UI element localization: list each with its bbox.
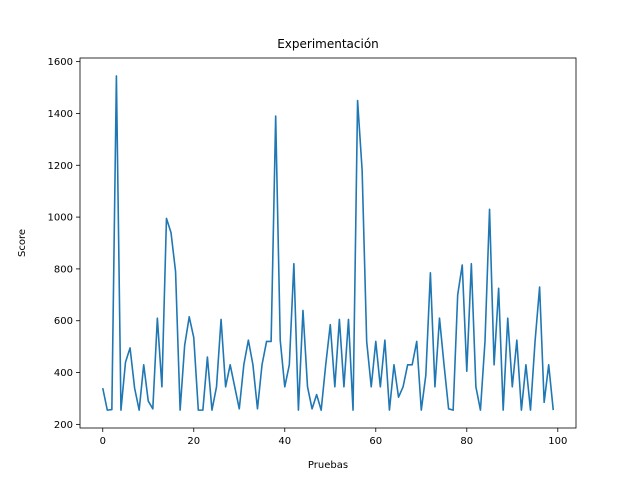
x-tick-label: 20 xyxy=(187,436,200,447)
y-tick-label: 1400 xyxy=(48,109,73,120)
y-tick-label: 400 xyxy=(54,368,73,379)
y-tick-label: 200 xyxy=(54,420,73,431)
x-tick-label: 40 xyxy=(278,436,291,447)
chart-title: Experimentación xyxy=(277,37,379,51)
x-axis: 0 20 40 60 80 100 xyxy=(100,428,567,447)
y-tick-label: 1200 xyxy=(48,161,73,172)
x-tick-label: 0 xyxy=(100,436,106,447)
y-axis-label: Score xyxy=(17,229,28,257)
plot-frame xyxy=(79,57,577,429)
y-axis: 200 400 600 800 1000 1200 1400 1600 xyxy=(48,57,80,431)
y-tick-label: 600 xyxy=(54,316,73,327)
x-tick-label: 100 xyxy=(548,436,567,447)
y-tick-label: 1000 xyxy=(48,213,73,224)
x-axis-label: Pruebas xyxy=(308,460,348,471)
y-tick-label: 1600 xyxy=(48,57,73,68)
series-line xyxy=(101,75,555,411)
x-tick-label: 60 xyxy=(369,436,382,447)
x-tick-label: 80 xyxy=(460,436,473,447)
y-tick-label: 800 xyxy=(54,264,73,275)
